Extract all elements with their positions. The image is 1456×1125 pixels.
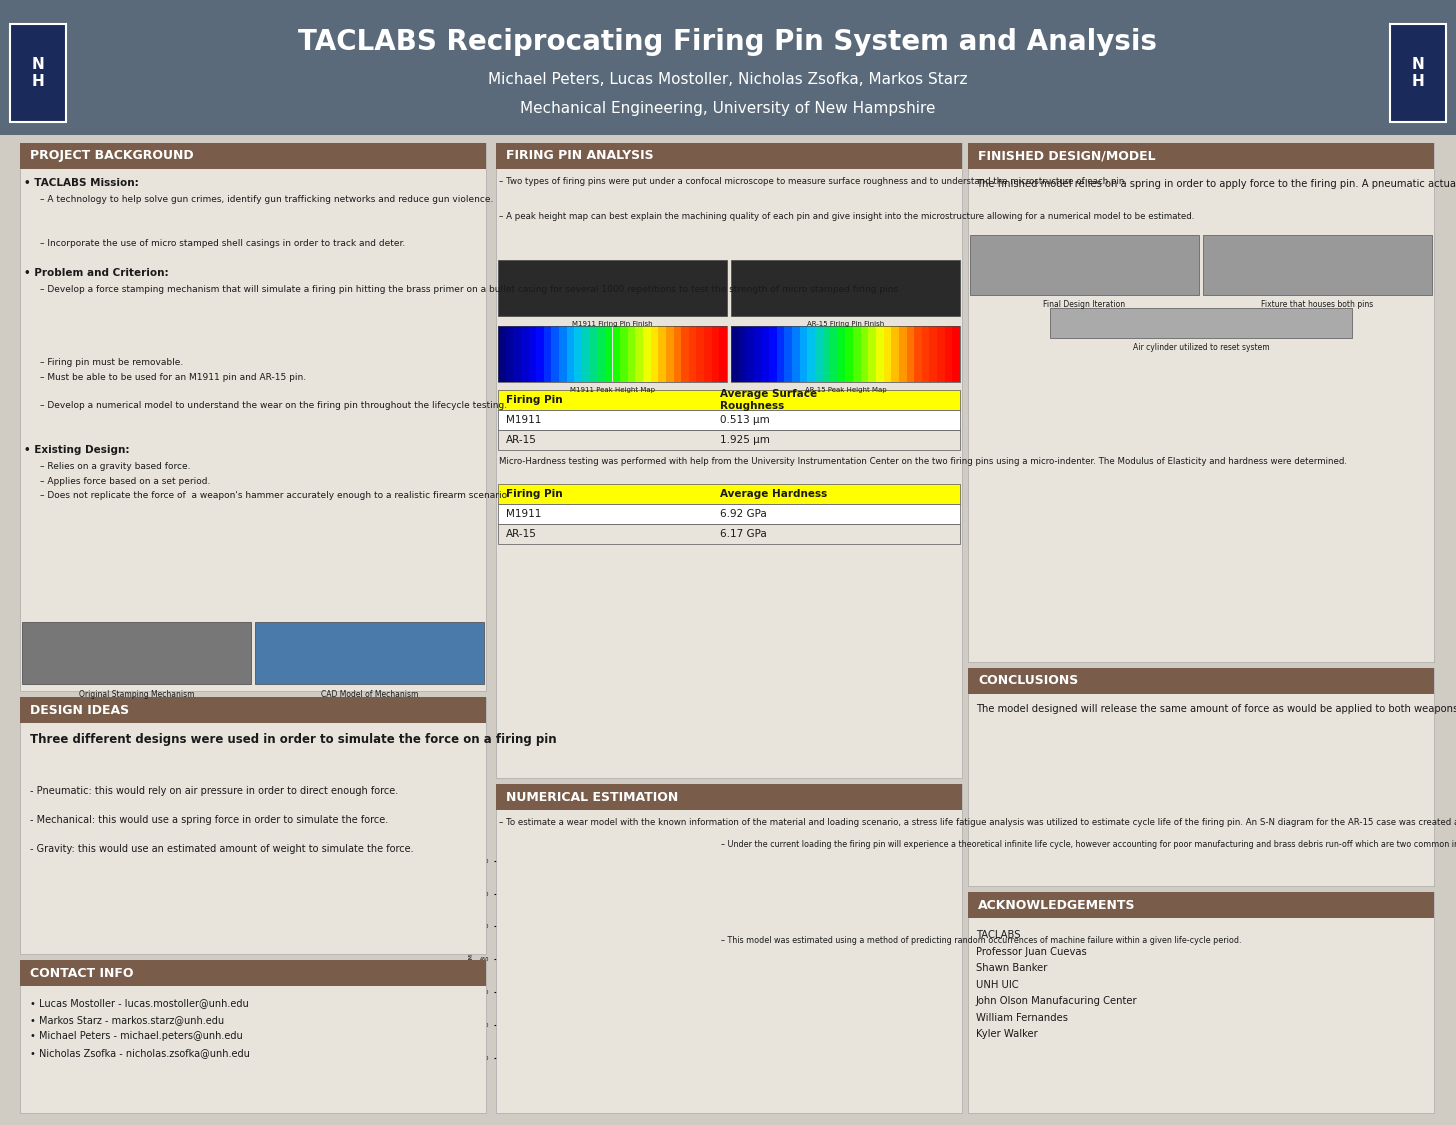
Text: 6.92 GPa: 6.92 GPa: [719, 508, 766, 519]
Text: – A peak height map can best explain the machining quality of each pin and give : – A peak height map can best explain the…: [499, 212, 1194, 220]
Text: The finished model relies on a spring in order to apply force to the firing pin.: The finished model relies on a spring in…: [976, 179, 1456, 189]
Text: N
H: N H: [1412, 56, 1424, 89]
X-axis label: Cycles: Cycles: [596, 1102, 616, 1108]
Text: Shawn Banker: Shawn Banker: [976, 963, 1047, 973]
Title: S-N Diagram for AR-15 Firing Pin: S-N Diagram for AR-15 Firing Pin: [556, 838, 657, 843]
Text: – Incorporate the use of micro stamped shell casings in order to track and deter: – Incorporate the use of micro stamped s…: [39, 238, 405, 248]
Text: Firing Pin: Firing Pin: [507, 489, 562, 500]
Text: - Pneumatic: this would rely on air pressure in order to direct enough force.: - Pneumatic: this would rely on air pres…: [31, 785, 399, 795]
Text: - Mechanical: this would use a spring force in order to simulate the force.: - Mechanical: this would use a spring fo…: [31, 814, 389, 825]
Text: FINISHED DESIGN/MODEL: FINISHED DESIGN/MODEL: [978, 150, 1156, 162]
Text: CAD Model of Mechanism: CAD Model of Mechanism: [320, 690, 418, 699]
Text: ACKNOWLEDGEMENTS: ACKNOWLEDGEMENTS: [978, 899, 1136, 911]
Text: The model designed will release the same amount of force as would be applied to : The model designed will release the same…: [976, 704, 1456, 714]
Text: N
H: N H: [32, 56, 44, 89]
Text: William Fernandes: William Fernandes: [976, 1012, 1069, 1023]
Text: AR-15: AR-15: [507, 435, 537, 446]
Text: Mechanical Engineering, University of New Hampshire: Mechanical Engineering, University of Ne…: [520, 100, 936, 116]
Text: – A technology to help solve gun crimes, identify gun trafficking networks and r: – A technology to help solve gun crimes,…: [39, 196, 494, 205]
Text: – To estimate a wear model with the known information of the material and loadin: – To estimate a wear model with the know…: [499, 818, 1456, 827]
Text: Average Hardness: Average Hardness: [719, 489, 827, 500]
Text: Air cylinder utilized to reset system: Air cylinder utilized to reset system: [1133, 343, 1270, 352]
Text: Michael Peters, Lucas Mostoller, Nicholas Zsofka, Markos Starz: Michael Peters, Lucas Mostoller, Nichola…: [488, 72, 968, 88]
Text: 0.513 μm: 0.513 μm: [719, 415, 770, 425]
Text: • Markos Starz - markos.starz@unh.edu: • Markos Starz - markos.starz@unh.edu: [31, 1015, 224, 1025]
Text: CONTACT INFO: CONTACT INFO: [31, 966, 134, 980]
Text: Professor Juan Cuevas: Professor Juan Cuevas: [976, 947, 1086, 956]
Text: Three different designs were used in order to simulate the force on a firing pin: Three different designs were used in ord…: [31, 734, 556, 746]
Text: Average Surface
Roughness: Average Surface Roughness: [719, 389, 817, 411]
Text: • Lucas Mostoller - lucas.mostoller@unh.edu: • Lucas Mostoller - lucas.mostoller@unh.…: [31, 998, 249, 1008]
Text: Firing Pin: Firing Pin: [507, 395, 562, 405]
Text: John Olson Manufacuring Center: John Olson Manufacuring Center: [976, 997, 1137, 1006]
Text: M1911: M1911: [507, 508, 542, 519]
Text: CONCLUSIONS: CONCLUSIONS: [978, 675, 1079, 687]
Text: • Problem and Criterion:: • Problem and Criterion:: [23, 268, 169, 278]
Text: – Develop a force stamping mechanism that will simulate a firing pin hitting the: – Develop a force stamping mechanism tha…: [39, 286, 898, 295]
Text: – Applies force based on a set period.: – Applies force based on a set period.: [39, 477, 210, 486]
Text: - Gravity: this would use an estimated amount of weight to simulate the force.: - Gravity: this would use an estimated a…: [31, 844, 414, 854]
Text: 6.17 GPa: 6.17 GPa: [719, 529, 766, 539]
Text: Kyler Walker: Kyler Walker: [976, 1029, 1038, 1040]
Text: AR-15: AR-15: [507, 529, 537, 539]
Text: – Does not replicate the force of  a weapon's hammer accurately enough to a real: – Does not replicate the force of a weap…: [39, 492, 507, 501]
Text: AR-15 Firing Pin Finish: AR-15 Firing Pin Finish: [807, 321, 884, 327]
Text: – Two types of firing pins were put under a confocal microscope to measure surfa: – Two types of firing pins were put unde…: [499, 177, 1127, 186]
Text: Micro-Hardness testing was performed with help from the University Instrumentati: Micro-Hardness testing was performed wit…: [499, 457, 1347, 466]
Text: • TACLABS Mission:: • TACLABS Mission:: [23, 178, 138, 188]
Text: 1.925 μm: 1.925 μm: [719, 435, 770, 446]
Text: – Under the current loading the firing pin will experience a theoretical infinit: – Under the current loading the firing p…: [721, 840, 1456, 849]
Text: M1911: M1911: [507, 415, 542, 425]
Text: UNH UIC: UNH UIC: [976, 980, 1019, 990]
Text: – Firing pin must be removable.: – Firing pin must be removable.: [39, 358, 183, 367]
Text: TACLABS: TACLABS: [976, 930, 1021, 940]
Text: – Relies on a gravity based force.: – Relies on a gravity based force.: [39, 462, 191, 471]
Text: DESIGN IDEAS: DESIGN IDEAS: [31, 703, 130, 717]
Text: M1911 Firing Pin Finish: M1911 Firing Pin Finish: [572, 321, 652, 327]
Y-axis label: Stress (MPa): Stress (MPa): [469, 945, 475, 983]
Text: Original Stamping Mechanism: Original Stamping Mechanism: [79, 690, 194, 699]
Text: – This model was estimated using a method of predicting random occurrences of ma: – This model was estimated using a metho…: [721, 936, 1242, 945]
Text: TACLABS Reciprocating Firing Pin System and Analysis: TACLABS Reciprocating Firing Pin System …: [298, 28, 1158, 56]
Text: PROJECT BACKGROUND: PROJECT BACKGROUND: [31, 150, 194, 162]
Text: • Nicholas Zsofka - nicholas.zsofka@unh.edu: • Nicholas Zsofka - nicholas.zsofka@unh.…: [31, 1047, 250, 1057]
Text: Fixture that houses both pins: Fixture that houses both pins: [1261, 300, 1373, 309]
Text: NUMERICAL ESTIMATION: NUMERICAL ESTIMATION: [507, 791, 678, 804]
Text: M1911 Peak Height Map: M1911 Peak Height Map: [569, 387, 655, 393]
Text: • Michael Peters - michael.peters@unh.edu: • Michael Peters - michael.peters@unh.ed…: [31, 1032, 243, 1041]
Text: • Existing Design:: • Existing Design:: [23, 446, 130, 454]
Text: Final Design Iteration: Final Design Iteration: [1044, 300, 1125, 309]
Text: AR-15 Peak Height Map: AR-15 Peak Height Map: [805, 387, 887, 393]
Text: – Must be able to be used for an M1911 pin and AR-15 pin.: – Must be able to be used for an M1911 p…: [39, 372, 306, 381]
Text: FIRING PIN ANALYSIS: FIRING PIN ANALYSIS: [507, 150, 654, 162]
Text: – Develop a numerical model to understand the wear on the firing pin throughout : – Develop a numerical model to understan…: [39, 402, 507, 411]
